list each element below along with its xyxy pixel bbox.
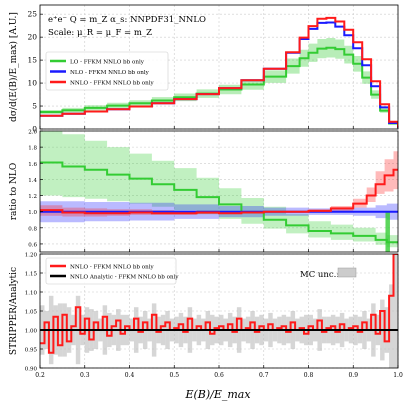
y-tick-label: 1.20 [25,253,38,259]
x-tick-label: 0.6 [214,372,224,379]
legend-entry: NNLO - FFKM NNLO bb only [70,265,155,271]
mc-unc-label: MC unc.: [300,270,339,280]
plot-area [40,131,398,252]
mc-unc-bar [393,254,398,368]
y-axis-label-top: dσ/d(E(B)/E_max) [A.U.] [8,12,19,122]
ratio-band-lo [40,131,398,248]
legend-bottom: NNLO - FFKM NNLO bb only NNLO Analytic - … [45,257,179,285]
y-tick-label: 0.6 [28,242,37,248]
y-tick-label: 10 [27,79,37,88]
annotation-line: Scale: μ_R = μ_F = m_Z [48,28,152,38]
x-tick-label: 1.0 [393,372,403,379]
legend-entry: NNLO - FFKM NNLO bb only [70,81,155,87]
y-tick-label: 1.15 [25,272,38,278]
legend-box [45,257,177,285]
y-tick-label: 1.00 [25,329,38,335]
y-axis-label-bottom: STRIPPER/Analytic [9,267,19,355]
y-tick-label: 2.0 [28,130,37,136]
plot-area [40,254,398,368]
ratio-line-nnlo [40,168,398,215]
x-tick-label: 0.7 [259,372,269,379]
series-line-nnlo [40,16,398,128]
x-axis-label: E(B)/E_max [184,388,251,401]
x-tick-label: 0.4 [125,372,135,379]
x-tick-label: 0.8 [304,372,314,379]
y-tick-label: 1.6 [28,162,37,168]
ratio-line-lo [40,161,398,244]
y-tick-label: 1.4 [28,178,37,184]
y-tick-label: 1.0 [28,210,37,216]
y-axis-label-middle: ratio to NLO [9,163,19,221]
y-tick-label: 1.2 [28,194,37,200]
mc-unc-swatch [337,267,357,278]
x-tick-label: 0.9 [348,372,358,379]
y-tick-label: 20 [27,33,37,42]
y-tick-label: 5 [32,102,37,111]
legend-entry: NNLO Analytic - FFKM NNLO bb only [70,275,179,281]
y-tick-label: 0.90 [25,367,38,373]
y-tick-label: 0.8 [28,226,37,232]
panels-group: 0 5 10 15 20 25 dσ/d(E(B)/E_max) [A.U.] e⁺e⁻ Q … [8,4,403,380]
y-tick-label: 1.10 [25,291,38,297]
y-tick-label: 1.8 [28,146,37,152]
panel-top: 0 5 10 15 20 25 dσ/d(E(B)/E_max) [A.U.] e⁺e⁻ Q … [8,4,399,134]
legend-box [45,51,169,91]
mc-unc-bar [389,284,394,368]
y-tick-label: 1.05 [25,310,38,316]
legend-entry: NLO - FFKM NNLO bb only [70,70,150,76]
y-tick-label: 15 [27,56,37,65]
panel-bottom: 0.90 0.95 1.00 1.05 1.10 1.15 1.20 STRIPPER/Ana… [9,253,403,380]
legend-top: LO - FFKM NNLO bb only NLO - FFKM NNLO bb… [45,51,169,91]
annotation-line: e⁺e⁻ Q = m_Z α_s: NNPDF31_NNLO [48,15,206,25]
legend-entry: LO - FFKM NNLO bb only [70,60,145,66]
y-tick-label: 0 [32,125,37,134]
ratio-band-nnlo [40,151,398,217]
ratio-lo-spike [385,211,390,252]
panel-middle: 0.6 0.8 1.0 1.2 1.4 1.6 1.8 2.0 ratio to NLO [9,130,399,253]
x-tick-label: 0.3 [80,372,90,379]
y-tick-label: 25 [27,10,37,19]
x-tick-label: 0.5 [169,372,179,379]
x-tick-label: 0.2 [35,372,45,379]
y-tick-label: 0.95 [25,348,38,354]
plot-area [40,16,398,129]
series-line-lo [40,46,398,129]
